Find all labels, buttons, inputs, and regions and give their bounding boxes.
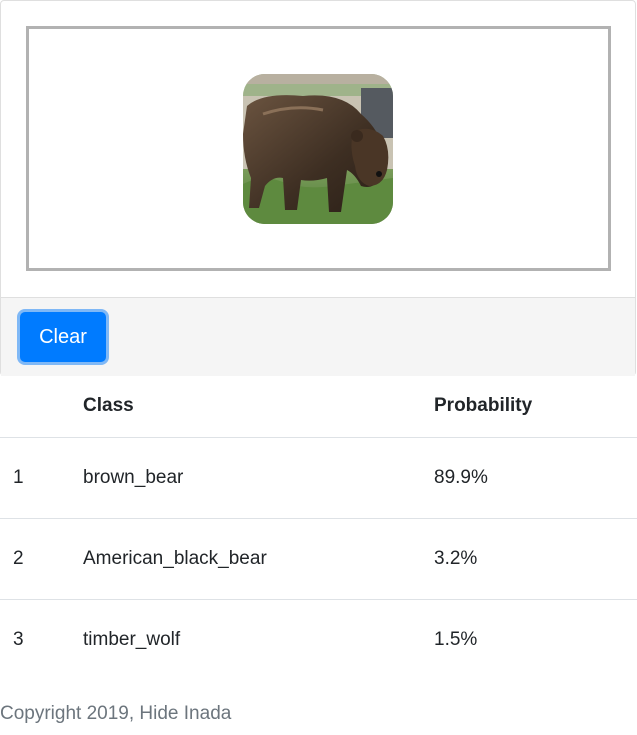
- results-table: Class Probability 1 brown_bear 89.9% 2 A…: [0, 376, 637, 680]
- rank-cell: 2: [0, 518, 83, 600]
- table-row: 2 American_black_bear 3.2%: [0, 518, 637, 600]
- class-cell: timber_wolf: [83, 628, 181, 650]
- card-footer: Clear: [1, 297, 635, 376]
- clear-button[interactable]: Clear: [20, 312, 106, 362]
- rank-header: [0, 376, 83, 438]
- probability-cell: 3.2%: [434, 518, 637, 600]
- bear-photo-icon: [243, 74, 393, 224]
- class-cell: American_black_bear: [83, 518, 434, 600]
- probability-header: Probability: [434, 376, 637, 438]
- table-header-row: Class Probability: [0, 376, 637, 438]
- table-row: 1 brown_bear 89.9%: [0, 437, 637, 519]
- image-drop-zone[interactable]: [26, 26, 611, 271]
- probability-cell: 1.5%: [434, 628, 478, 650]
- table-row: 3 timber_wolf 1.5%: [0, 599, 637, 680]
- class-cell: brown_bear: [83, 437, 434, 519]
- classifier-card: Clear: [0, 0, 636, 376]
- rank-cell: 1: [0, 437, 83, 519]
- copyright-text: Copyright 2019, Hide Inada: [0, 703, 232, 724]
- rank-cell: 3: [13, 628, 24, 650]
- uploaded-image: [243, 74, 393, 224]
- probability-cell: 89.9%: [434, 437, 637, 519]
- class-header: Class: [83, 376, 434, 438]
